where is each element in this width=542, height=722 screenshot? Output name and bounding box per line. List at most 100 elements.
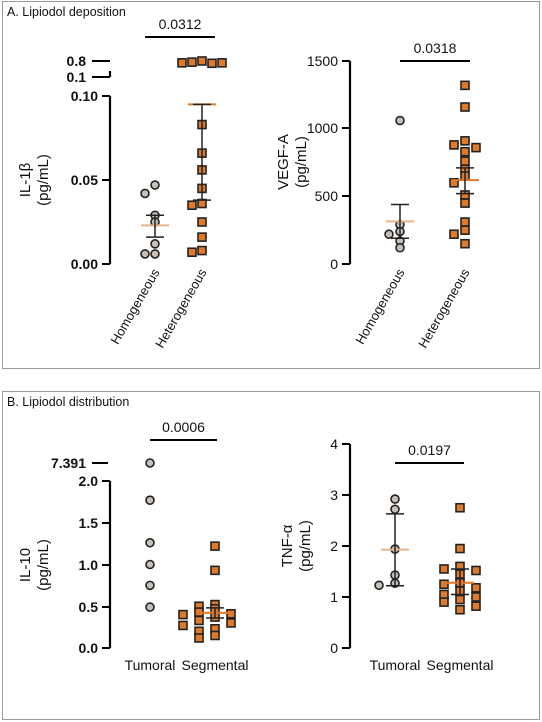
data-point-circle	[145, 537, 155, 548]
y-tick-label: 0.5	[79, 599, 99, 615]
y-tick-label: 2.0	[79, 473, 99, 489]
data-point-square	[471, 565, 481, 576]
data-point-square	[471, 601, 481, 611]
y-axis-label: (pg/mL)	[293, 136, 310, 188]
data-point-circle	[145, 495, 155, 506]
data-point-circle	[150, 249, 160, 259]
panel-a-title: A. Lipiodol deposition	[7, 5, 126, 19]
data-point-square	[460, 198, 470, 208]
x-category-label: Segmental	[427, 657, 494, 673]
data-point-square	[187, 57, 197, 67]
data-point-square	[460, 146, 470, 157]
y-tick-label: 0.0	[79, 640, 99, 656]
data-point-square	[210, 630, 220, 641]
data-point-circle	[145, 458, 155, 468]
p-value-label: 0.0006	[162, 419, 205, 435]
x-category-label: Tumoral	[370, 657, 421, 673]
data-point-square	[439, 579, 449, 590]
x-category-label: Homogeneous	[352, 266, 408, 347]
data-point-square	[194, 633, 204, 643]
data-point-square	[226, 618, 236, 628]
p-value-label: 0.0312	[159, 16, 202, 32]
data-point-circle	[390, 494, 400, 504]
y-tick-label: 1	[330, 589, 338, 605]
panel-b-title: B. Lipiodol distribution	[7, 395, 130, 409]
y-tick-label: 0	[330, 256, 338, 272]
data-point-square	[439, 564, 449, 574]
data-point-square	[471, 583, 481, 593]
y-tick-label: 3	[330, 487, 338, 503]
data-point-circle	[150, 239, 160, 249]
data-point-circle	[390, 504, 400, 515]
y-tick-label: 0.8	[67, 53, 87, 69]
data-point-square	[194, 615, 204, 626]
data-point-square	[197, 232, 207, 242]
data-point-square	[177, 58, 187, 68]
p-value-label: 0.0318	[414, 40, 457, 56]
data-point-square	[455, 502, 465, 513]
data-point-square	[455, 594, 465, 605]
data-point-square	[460, 156, 470, 166]
y-axis-label: IL-10	[17, 548, 34, 582]
data-point-circle	[145, 602, 155, 612]
data-point-square	[197, 217, 207, 227]
y-tick-label: 4	[330, 436, 338, 452]
data-point-square	[187, 247, 197, 258]
data-point-square	[460, 102, 470, 112]
x-category-label: Tumoral	[125, 657, 176, 673]
y-tick-label: 2	[330, 538, 338, 554]
p-value-label: 0.0197	[408, 442, 451, 458]
data-point-square	[471, 592, 481, 602]
data-point-square	[217, 58, 227, 68]
data-point-square	[449, 140, 459, 150]
data-point-square	[207, 58, 217, 69]
data-point-square	[178, 609, 188, 620]
y-tick-label: 0.05	[71, 172, 98, 188]
y-axis-label: VEGF-A	[275, 134, 292, 190]
y-axis-label: IL-1β	[17, 162, 34, 197]
y-tick-label: 1.0	[79, 557, 99, 573]
y-tick-label: 0.10	[71, 88, 98, 104]
data-point-square	[197, 245, 207, 256]
y-tick-label: 1500	[307, 53, 338, 69]
data-point-square	[460, 217, 470, 227]
y-tick-label: 500	[315, 188, 339, 204]
data-point-square	[460, 80, 470, 91]
data-point-square	[460, 225, 470, 235]
data-point-square	[210, 541, 220, 551]
y-tick-label: 1.5	[79, 515, 99, 531]
y-axis-label: (pg/mL)	[297, 520, 314, 572]
data-point-square	[210, 565, 220, 576]
y-axis-label: TNF-α	[279, 524, 296, 567]
y-axis-label: (pg/mL)	[35, 154, 52, 206]
data-point-square	[455, 604, 465, 615]
data-point-square	[449, 229, 459, 240]
x-category-label: Heterogeneous	[152, 266, 210, 351]
data-point-square	[439, 589, 449, 600]
data-point-circle	[395, 115, 405, 126]
data-point-square	[439, 597, 449, 607]
y-tick-label: 7.391	[51, 455, 86, 471]
data-point-square	[187, 200, 197, 210]
data-point-circle	[140, 249, 150, 259]
data-point-circle	[150, 180, 160, 190]
x-category-label: Heterogeneous	[415, 266, 473, 351]
data-point-circle	[374, 580, 384, 591]
data-point-circle	[395, 242, 405, 253]
data-point-square	[471, 142, 481, 153]
panel-b: B. Lipiodol distribution	[2, 391, 540, 720]
y-tick-label: 1000	[307, 120, 338, 136]
x-category-label: Segmental	[182, 657, 249, 673]
data-point-square	[460, 136, 470, 146]
data-point-square	[460, 238, 470, 249]
data-point-square	[178, 620, 188, 631]
data-point-circle	[145, 559, 155, 570]
x-category-label: Homogeneous	[107, 266, 163, 347]
y-tick-label: 0.1	[67, 69, 87, 85]
data-point-circle	[145, 580, 155, 591]
data-point-square	[449, 178, 459, 188]
data-point-square	[455, 543, 465, 554]
y-axis-label: (pg/mL)	[35, 539, 52, 591]
data-point-circle	[140, 188, 150, 199]
